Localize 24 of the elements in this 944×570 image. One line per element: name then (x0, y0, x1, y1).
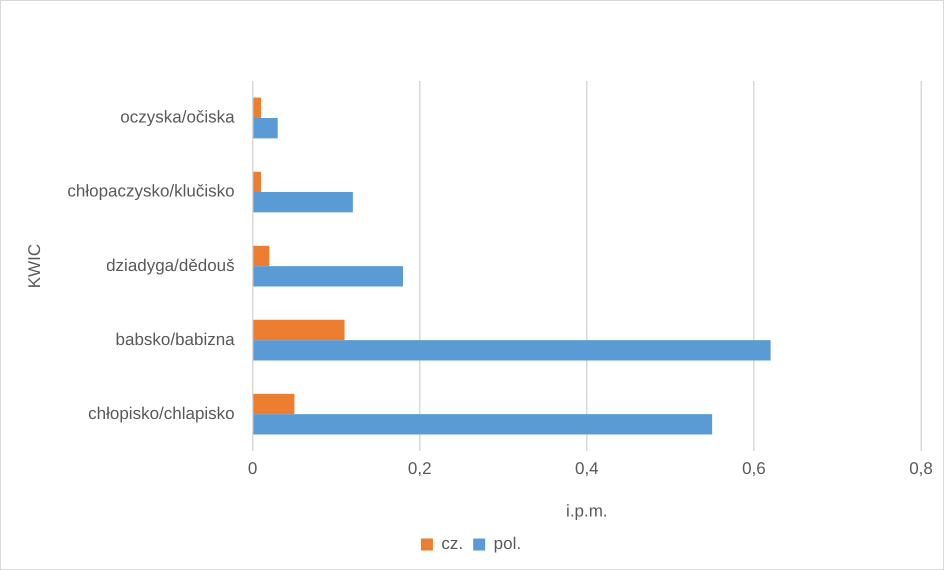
y-tick-label: babsko/babizna (116, 330, 236, 349)
bar (253, 414, 712, 435)
x-tick-label: 0,4 (575, 459, 599, 478)
bar (253, 266, 404, 286)
bar (253, 98, 261, 118)
bar (253, 394, 294, 414)
bar (253, 172, 261, 192)
y-tick-label: chłopisko/chlapisko (88, 404, 235, 423)
x-tick-label: 0,2 (408, 459, 432, 478)
bar (253, 192, 353, 212)
bar (253, 246, 270, 266)
y-tick-label: chłopaczysko/klučisko (67, 182, 235, 201)
x-tick-label: 0,6 (742, 459, 766, 478)
bar (253, 118, 278, 138)
bar (253, 340, 771, 360)
y-tick-label: dziadyga/dědouš (106, 256, 235, 275)
x-tick-label: 0,8 (909, 459, 933, 478)
y-axis-title: KWIC (24, 244, 44, 288)
bar (253, 320, 345, 340)
x-tick-label: 0 (248, 459, 258, 478)
x-axis-title: i.p.m. (566, 501, 608, 520)
y-tick-label: oczyska/očiska (120, 108, 236, 127)
legend-label: cz. (441, 534, 464, 554)
legend-label: pol. (494, 534, 522, 554)
